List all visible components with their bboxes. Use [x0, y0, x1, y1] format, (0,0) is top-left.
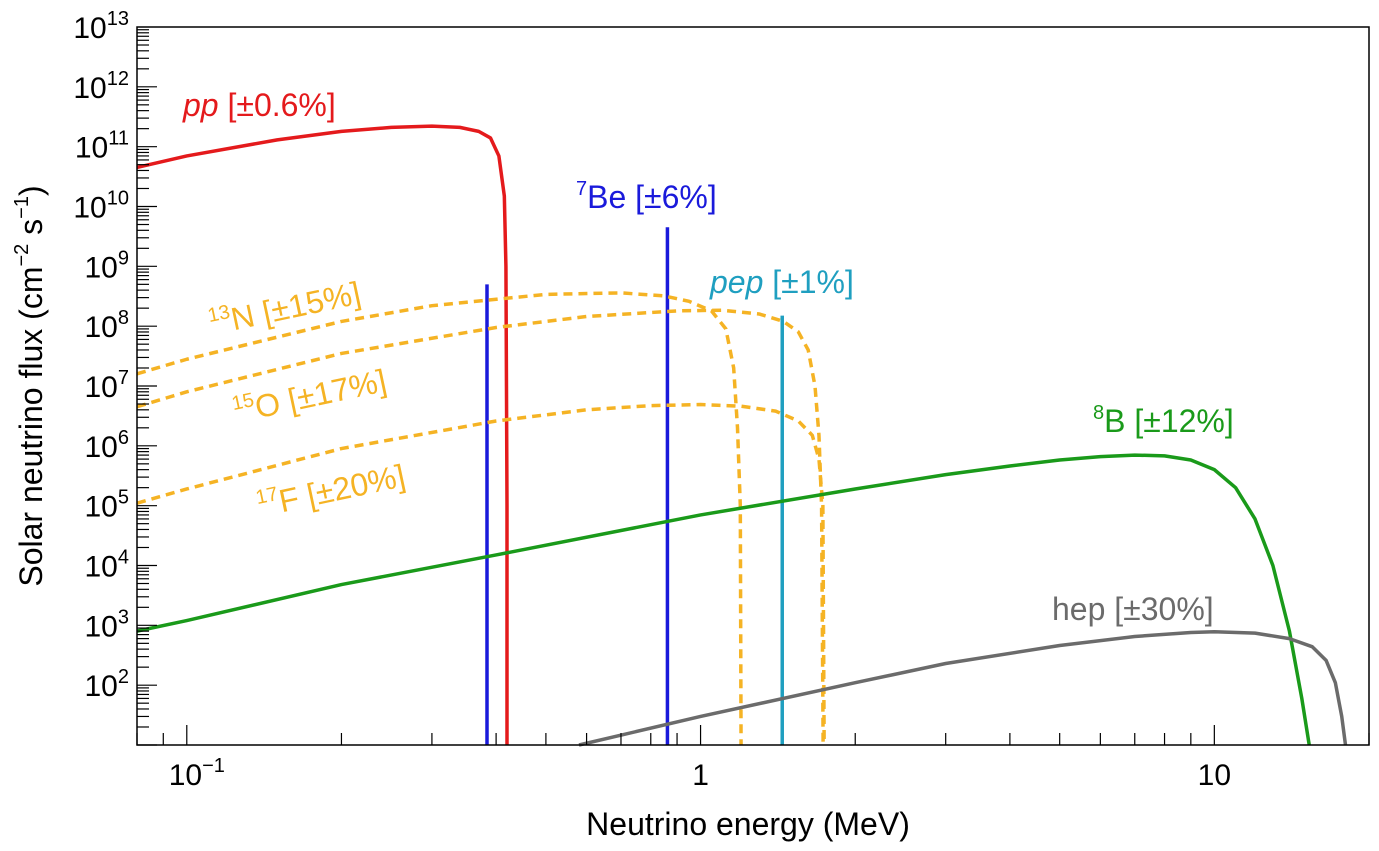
y-tick-base: 10	[85, 311, 118, 344]
series-line-b8	[136, 453, 1311, 746]
series-label-isotope: 7	[576, 178, 587, 200]
x-tick-exp: −1	[202, 755, 225, 777]
y-tick-exp: 10	[107, 188, 129, 210]
y-tick-label: 104	[85, 547, 130, 584]
y-tick-base: 10	[85, 371, 118, 404]
y-axis-title-end: )	[13, 185, 49, 196]
y-tick-label: 106	[85, 427, 130, 464]
series-label-name: B	[1104, 403, 1125, 439]
y-tick-label: 103	[85, 606, 130, 643]
x-tick-base: 10	[169, 759, 202, 792]
series-label-be7: 7Be [±6%]	[576, 178, 717, 215]
y-tick-base: 10	[85, 610, 118, 643]
series-layer	[136, 124, 1348, 747]
series-label-isotope: 17	[254, 483, 280, 509]
series-line-n13	[136, 291, 743, 746]
series-label-uncertainty: [±0.6%]	[219, 87, 336, 123]
series-label-uncertainty: [±1%]	[763, 264, 853, 300]
y-tick-label: 108	[85, 307, 130, 344]
y-tick-exp: 12	[107, 68, 129, 90]
y-axis-title: Solar neutrino flux (cm−2 s−1)	[11, 185, 49, 586]
series-label-b8: 8B [±12%]	[1093, 402, 1234, 439]
y-tick-base: 10	[75, 132, 108, 165]
y-tick-base: 10	[73, 192, 106, 225]
series-label-pp: pp [±0.6%]	[182, 87, 336, 123]
series-label-name: pp	[182, 87, 219, 123]
series-label-o15: 15O [±17%]	[230, 361, 390, 430]
series-label-hep: hep [±30%]	[1052, 591, 1214, 627]
series-label-isotope: 8	[1093, 402, 1104, 424]
y-tick-base: 10	[85, 251, 118, 284]
y-tick-label: 105	[85, 487, 130, 524]
y-axis-title-exp2: −1	[11, 196, 33, 219]
series-label-name: Be	[587, 179, 626, 215]
series-label-uncertainty: [±6%]	[626, 179, 716, 215]
y-tick-exp: 13	[107, 8, 129, 30]
y-tick-base: 10	[73, 72, 106, 105]
x-tick-label: 10−1	[169, 755, 225, 792]
y-tick-label: 1012	[73, 68, 129, 105]
y-axis-title-exp1: −2	[11, 244, 33, 267]
y-tick-label: 109	[85, 247, 130, 284]
y-tick-label: 107	[85, 367, 130, 404]
plot-frame	[136, 26, 1370, 746]
y-tick-label: 102	[85, 666, 130, 703]
x-tick-base: 1	[692, 759, 709, 792]
x-axis-title: Neutrino energy (MeV)	[586, 806, 910, 842]
y-axis-title-mid: s	[13, 219, 49, 244]
y-axis-title-main: Solar neutrino flux (cm	[13, 267, 49, 587]
y-tick-base: 10	[85, 431, 118, 464]
series-label-uncertainty: [±12%]	[1125, 403, 1233, 439]
series-label-isotope: 13	[206, 301, 232, 327]
series-label-pep: pep [±1%]	[709, 264, 854, 300]
x-tick-base: 10	[1198, 759, 1231, 792]
series-label-name: pep	[709, 264, 763, 300]
y-tick-exp: 9	[118, 247, 129, 269]
series-label-isotope: 15	[230, 389, 256, 415]
y-tick-exp: 3	[118, 606, 129, 628]
series-line-pp	[136, 124, 509, 745]
y-tick-base: 10	[85, 670, 118, 703]
series-label-name: hep	[1052, 591, 1105, 627]
y-tick-exp: 7	[118, 367, 129, 389]
x-tick-label: 10	[1198, 759, 1231, 792]
series-line-hep	[578, 630, 1348, 747]
series-line-o15	[136, 308, 825, 746]
series-label-uncertainty: [±30%]	[1105, 591, 1213, 627]
y-tick-exp: 2	[118, 666, 129, 688]
y-tick-exp: 6	[118, 427, 129, 449]
y-tick-exp: 5	[118, 487, 129, 509]
y-tick-exp: 4	[118, 547, 129, 569]
y-tick-label: 1010	[73, 188, 129, 225]
y-tick-exp: 8	[118, 307, 129, 329]
y-tick-base: 10	[73, 12, 106, 45]
x-tick-label: 1	[692, 759, 709, 792]
y-tick-base: 10	[85, 491, 118, 524]
y-tick-base: 10	[85, 551, 118, 584]
y-tick-exp: 11	[108, 128, 129, 150]
y-tick-label: 1011	[75, 128, 129, 165]
y-tick-label: 1013	[73, 8, 129, 45]
tick-label-layer: 1021031041051061071081091010101110121013…	[73, 8, 1231, 792]
plot-area-background	[137, 27, 1369, 745]
